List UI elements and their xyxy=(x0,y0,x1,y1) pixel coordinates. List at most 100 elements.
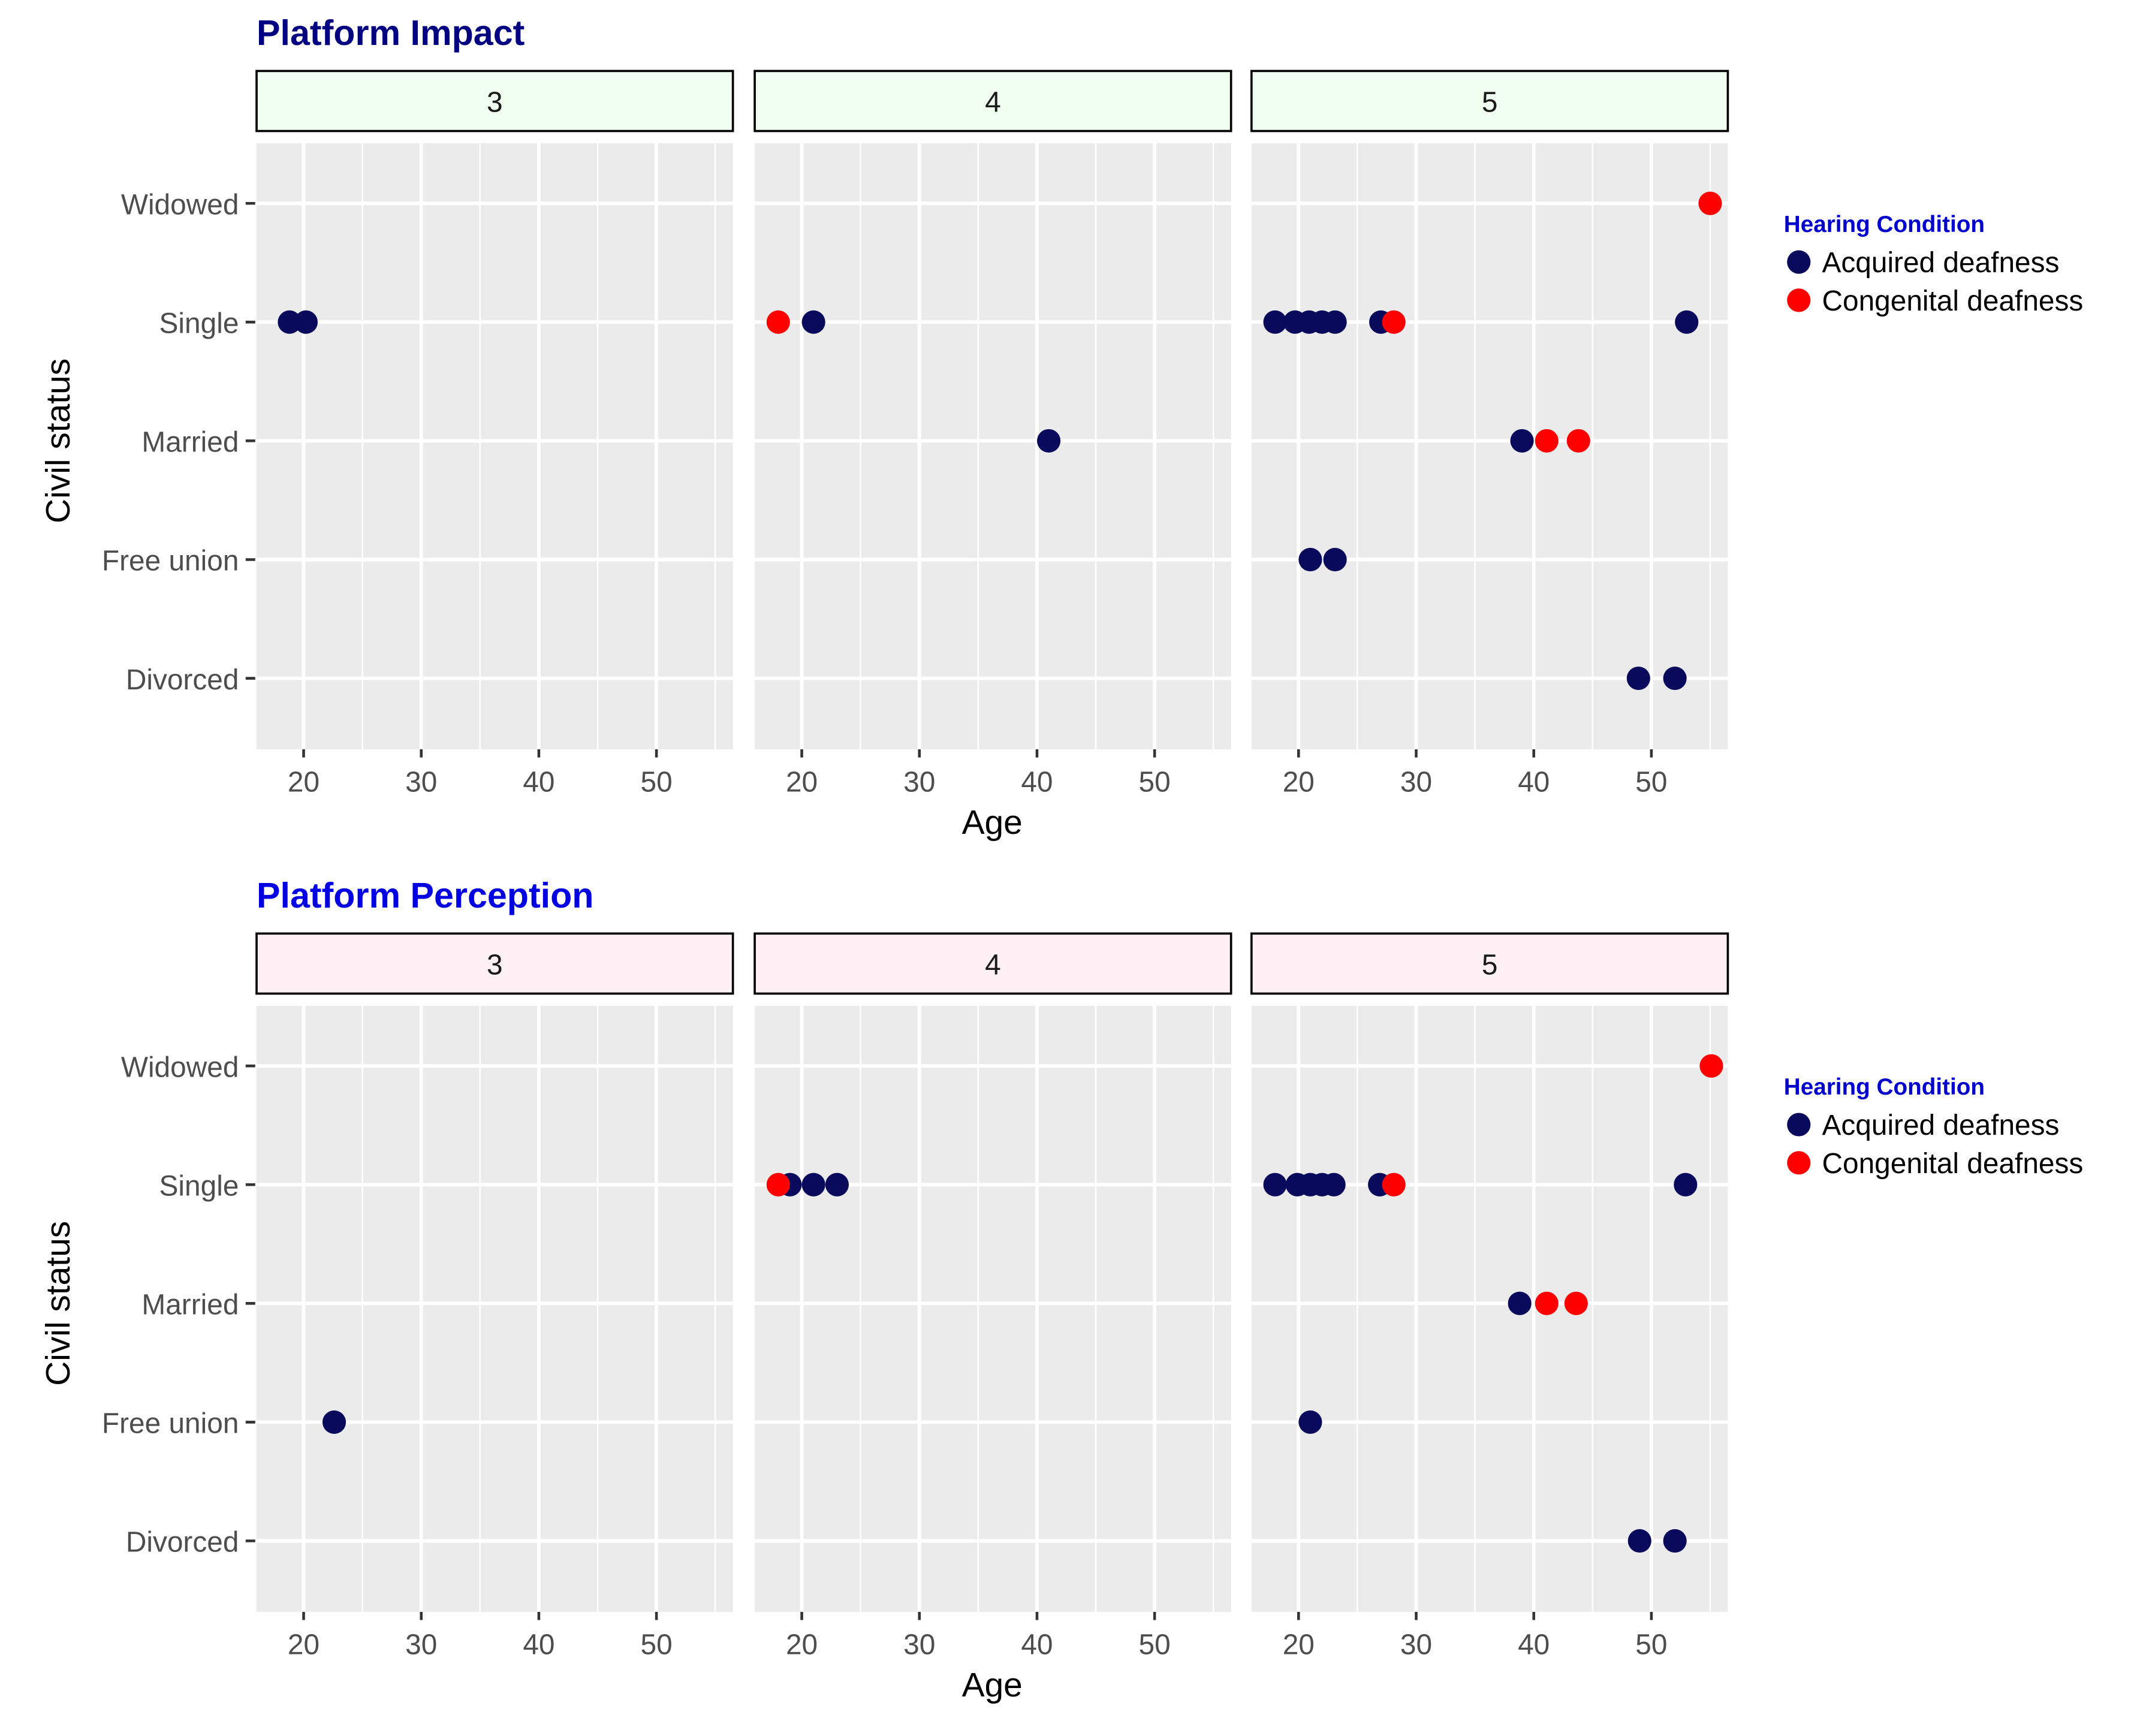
panel-background xyxy=(755,143,1231,749)
data-point-congenital xyxy=(1382,1173,1406,1196)
data-point-congenital xyxy=(1535,429,1559,453)
legend: Hearing Condition Acquired deafness Congen… xyxy=(1784,212,2084,317)
y-tick-label: Widowed xyxy=(121,189,239,221)
legend-key-congenital xyxy=(1787,288,1811,312)
data-point-congenital xyxy=(1382,310,1406,334)
data-point-acquired xyxy=(801,1173,825,1196)
chart-title: Platform Perception xyxy=(257,875,593,915)
data-point-acquired xyxy=(322,1410,346,1434)
data-point-acquired xyxy=(1263,310,1287,334)
x-tick-label: 40 xyxy=(1518,1629,1550,1660)
data-point-acquired xyxy=(1298,1410,1322,1434)
panel-background xyxy=(755,1005,1231,1612)
panel-background xyxy=(257,143,733,749)
x-tick-label: 30 xyxy=(1400,1629,1432,1660)
x-axis-title: Age xyxy=(962,1666,1023,1704)
facet-strip xyxy=(1250,70,1729,132)
facet-panel-3: 3 20 30 40 50 xyxy=(255,70,734,798)
chart-scale-group: Platform Impact Civil status Divorced Free … xyxy=(39,13,2083,1704)
y-tick-label: Single xyxy=(159,308,239,340)
x-tick-label: 50 xyxy=(641,767,673,798)
legend-title: Hearing Condition xyxy=(1784,212,1985,237)
x-tick-label: 40 xyxy=(1518,767,1550,798)
x-tick-label: 30 xyxy=(903,1629,935,1660)
x-tick-label: 50 xyxy=(1635,767,1667,798)
panel-background xyxy=(257,1005,733,1612)
data-point-congenital xyxy=(766,1173,790,1196)
data-point-acquired xyxy=(1036,429,1061,453)
legend-label: Acquired deafness xyxy=(1822,1110,2060,1141)
legend-label: Congenital deafness xyxy=(1822,1148,2084,1180)
facet-strip-label: 5 xyxy=(1482,87,1498,119)
data-point-congenital xyxy=(1564,1291,1588,1315)
data-point-congenital xyxy=(1566,429,1590,453)
data-point-acquired xyxy=(1263,1173,1287,1196)
legend-key-acquired xyxy=(1787,250,1811,274)
facet-panel-5: 5 20 30 40 50 xyxy=(1250,932,1729,1660)
x-tick-label: 20 xyxy=(1283,1629,1315,1660)
chart-block-1: Platform Perception Civil status Divorced F… xyxy=(39,875,2083,1704)
y-tick-label: Married xyxy=(141,427,239,459)
data-point-acquired xyxy=(278,310,302,334)
y-tick-label: Single xyxy=(159,1170,239,1202)
legend-title: Hearing Condition xyxy=(1784,1074,1985,1100)
facet-strip xyxy=(753,70,1232,132)
data-point-acquired xyxy=(801,310,825,334)
data-point-acquired xyxy=(1510,429,1534,453)
legend-key-congenital xyxy=(1787,1151,1811,1175)
facet-panel-4: 4 20 30 40 50 xyxy=(753,70,1232,798)
facet-strip xyxy=(255,70,734,132)
y-tick-label: Divorced xyxy=(126,1527,239,1559)
x-tick-label: 50 xyxy=(641,1629,673,1660)
facet-strip-label: 4 xyxy=(985,87,1001,119)
facet-strip-label: 4 xyxy=(985,950,1001,981)
y-tick-label: Divorced xyxy=(126,664,239,696)
facet-strip-label: 5 xyxy=(1482,950,1498,981)
legend: Hearing Condition Acquired deafness Congen… xyxy=(1784,1074,2084,1180)
x-tick-label: 20 xyxy=(288,767,320,798)
data-point-acquired xyxy=(1508,1291,1532,1315)
x-axis-title: Age xyxy=(962,803,1023,842)
x-tick-label: 30 xyxy=(903,767,935,798)
facet-panel-4: 4 20 30 40 50 xyxy=(753,932,1232,1660)
data-point-congenital xyxy=(766,310,790,334)
data-point-acquired xyxy=(1322,1173,1346,1196)
x-tick-label: 40 xyxy=(523,767,554,798)
x-tick-label: 20 xyxy=(786,767,818,798)
data-point-acquired xyxy=(1626,666,1650,691)
x-tick-label: 50 xyxy=(1635,1629,1667,1660)
data-point-acquired xyxy=(1323,310,1347,334)
panel-background xyxy=(1251,1005,1728,1612)
x-tick-label: 20 xyxy=(786,1629,818,1660)
facet-strip xyxy=(1250,932,1729,995)
x-tick-label: 30 xyxy=(1400,767,1432,798)
x-tick-label: 40 xyxy=(523,1629,554,1660)
y-axis-title: Civil status xyxy=(39,1221,77,1386)
x-tick-label: 40 xyxy=(1021,1629,1053,1660)
x-tick-label: 30 xyxy=(405,1629,437,1660)
facet-strip xyxy=(753,932,1232,995)
x-tick-label: 50 xyxy=(1139,1629,1171,1660)
data-point-acquired xyxy=(1298,547,1322,572)
legend-label: Acquired deafness xyxy=(1822,247,2060,279)
y-tick-label: Married xyxy=(141,1289,239,1321)
data-point-congenital xyxy=(1699,1054,1723,1078)
y-axis-title: Civil status xyxy=(39,358,77,523)
x-tick-label: 50 xyxy=(1139,767,1171,798)
data-point-acquired xyxy=(294,310,318,334)
x-tick-label: 20 xyxy=(1283,767,1315,798)
y-tick-label: Widowed xyxy=(121,1051,239,1083)
facet-strip-label: 3 xyxy=(487,87,503,119)
x-tick-label: 40 xyxy=(1021,767,1053,798)
x-tick-label: 20 xyxy=(288,1629,320,1660)
chart-title: Platform Impact xyxy=(257,13,525,53)
facet-strip xyxy=(255,932,734,995)
facet-panel-3: 3 20 30 40 50 xyxy=(255,932,734,1660)
data-point-acquired xyxy=(1323,547,1347,572)
chart-block-0: Platform Impact Civil status Divorced Free … xyxy=(39,13,2083,842)
facet-strip-label: 3 xyxy=(487,950,503,981)
data-point-acquired xyxy=(1663,1529,1687,1553)
facet-panel-5: 5 20 30 40 50 xyxy=(1250,70,1729,798)
legend-label: Congenital deafness xyxy=(1822,285,2084,317)
